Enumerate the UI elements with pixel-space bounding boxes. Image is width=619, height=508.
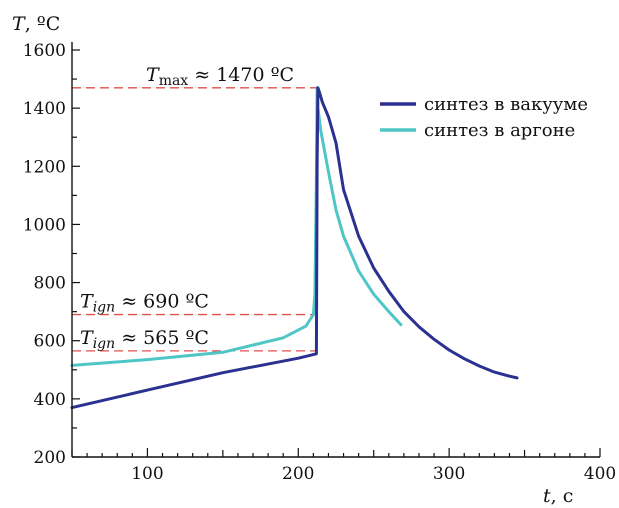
legend-label: синтез в вакууме: [424, 94, 588, 115]
x-tick-label: 100: [131, 464, 163, 484]
y-tick-label: 1200: [23, 157, 66, 177]
annotations: Tmax ≈ 1470 ºC Tign ≈ 690 ºC Tign ≈ 565 ºC: [80, 64, 294, 352]
y-tick-label: 1400: [23, 99, 66, 119]
series-line: [72, 88, 401, 366]
y-tick-label: 600: [34, 332, 66, 352]
annotation-label: Tign ≈ 690 ºC: [80, 291, 209, 316]
annotation-label: Tign ≈ 565 ºC: [80, 327, 209, 352]
x-tick-label: 300: [433, 464, 465, 484]
y-tick-label: 400: [34, 390, 66, 410]
annotation-label: Tmax ≈ 1470 ºC: [146, 64, 294, 89]
y-axis-unit: , ºC: [25, 13, 61, 35]
x-axis-unit: , c: [551, 485, 574, 507]
y-tick-label: 1600: [23, 41, 66, 61]
y-tick-label: 800: [34, 274, 66, 294]
x-tick-label: 400: [584, 464, 616, 484]
x-tick-label: 200: [282, 464, 314, 484]
legend: синтез в вакууме синтез в аргоне: [380, 94, 588, 141]
y-tick-label: 200: [34, 448, 66, 468]
legend-label: синтез в аргоне: [424, 120, 575, 141]
x-axis-title: t, c: [543, 485, 573, 507]
y-axis-title: T, ºC: [12, 13, 60, 35]
y-tick-label: 1000: [23, 215, 66, 235]
